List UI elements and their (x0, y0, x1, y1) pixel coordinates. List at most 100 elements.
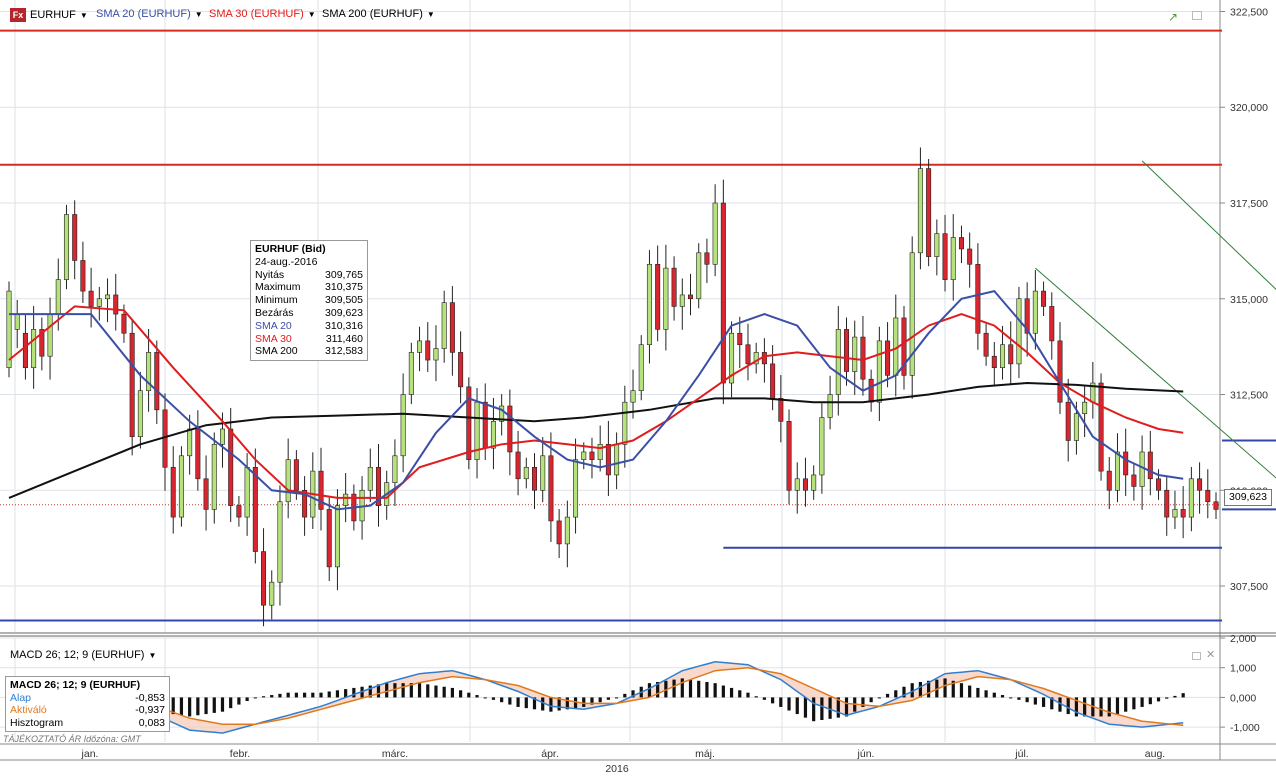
tooltip-label: Nyitás (255, 268, 285, 281)
tooltip-value: 310,375 (325, 281, 363, 294)
candle-body (630, 390, 636, 403)
macd-histogram-bar (1000, 695, 1005, 698)
macd-histogram-bar (294, 692, 298, 698)
candle-body (1008, 344, 1014, 365)
sma200-label: SMA 200 (EURHUF) (322, 8, 423, 20)
candle-body (704, 252, 710, 265)
macd-y-tick-label: 0,000 (1230, 692, 1256, 704)
macd-histogram-bar (861, 697, 865, 707)
tooltip-value: 309,505 (325, 294, 363, 307)
macd-histogram-bar (188, 697, 192, 717)
candle-body (408, 352, 414, 395)
macd-histogram-bar (491, 697, 496, 700)
candle-body (1123, 451, 1129, 476)
macd-signal-line (9, 666, 1184, 727)
candle-body (1131, 474, 1137, 487)
trendline (1035, 267, 1276, 479)
sma200-menu[interactable]: SMA 200 (EURHUF) ▼ (322, 8, 435, 20)
candle-body (490, 421, 496, 449)
candle-body (458, 352, 464, 388)
candle-body (211, 444, 217, 510)
macd-histogram-bar (426, 684, 430, 698)
macd-histogram-bar (1066, 697, 1070, 715)
candle-body (696, 252, 702, 300)
candle-body (770, 363, 776, 399)
restore-icon[interactable] (1192, 11, 1202, 20)
candle-body (343, 493, 349, 506)
macd-histogram-bar (582, 697, 586, 707)
macd-histogram-bar (1107, 697, 1111, 717)
candle-body (293, 459, 299, 491)
macd-histogram-bar (434, 685, 438, 698)
candle-body (146, 352, 152, 391)
macd-histogram-bar (409, 683, 413, 698)
sma30-menu[interactable]: SMA 30 (EURHUF) ▼ (209, 8, 316, 20)
candle-body (1024, 298, 1030, 334)
tooltip-label: Maximum (255, 281, 301, 294)
candle-body (121, 313, 127, 334)
macd-histogram-bar (746, 692, 750, 698)
macd-histogram-bar (1058, 697, 1062, 712)
x-month-label: jan. (81, 748, 99, 760)
macd-histogram-bar (812, 697, 816, 722)
macd-histogram-bar (1025, 697, 1029, 703)
y-tick-label: 320,000 (1230, 102, 1268, 114)
candle-body (31, 329, 37, 369)
chevron-down-icon: ▼ (194, 9, 203, 19)
macd-y-tick-label: -1,000 (1230, 722, 1260, 734)
restore-icon[interactable] (1192, 652, 1201, 660)
candle-body (1147, 451, 1153, 480)
macd-histogram-bar (516, 697, 520, 707)
candle-body (285, 459, 291, 503)
macd-histogram-bar (368, 685, 372, 698)
macd-histogram-bar (656, 681, 660, 698)
macd-histogram-bar (1041, 697, 1046, 707)
candle-body (926, 168, 932, 257)
macd-histogram-bar (549, 697, 553, 712)
symbol-menu[interactable]: Fx EURHUF ▼ (10, 8, 88, 22)
candle-body (425, 340, 431, 361)
candle-body (1082, 401, 1088, 414)
macd-menu[interactable]: MACD 26; 12; 9 (EURHUF) ▼ (10, 649, 156, 661)
macd-histogram-bar (598, 697, 602, 703)
candle-body (1032, 290, 1038, 334)
macd-histogram-bar (1156, 697, 1161, 702)
macd-histogram-bar (1148, 697, 1152, 705)
macd-row-value: -0,853 (135, 691, 165, 704)
macd-histogram-bar (229, 697, 233, 709)
sma20-menu[interactable]: SMA 20 (EURHUF) ▼ (96, 8, 203, 20)
candle-body (581, 451, 587, 460)
macd-histogram-bar (475, 695, 479, 698)
tooltip-date: 24-aug.-2016 (255, 255, 318, 268)
close-icon[interactable]: ✕ (1206, 649, 1216, 661)
x-month-label: ápr. (541, 748, 559, 760)
macd-histogram-bar (1017, 697, 1021, 700)
macd-histogram-bar (721, 685, 725, 698)
candle-body (178, 455, 184, 518)
macd-row-label: Alap (10, 691, 32, 704)
candle-body (983, 332, 989, 357)
macd-histogram-bar (877, 697, 881, 699)
macd-histogram-bar (450, 687, 454, 698)
macd-histogram-bar (204, 697, 208, 715)
candle-body (39, 329, 45, 357)
trend-icon[interactable]: ↗ (1168, 10, 1179, 24)
x-month-label: jún. (857, 748, 875, 760)
macd-histogram-bar (1115, 697, 1120, 715)
candle-body (737, 332, 743, 346)
candle-body (646, 263, 652, 346)
x-month-label: máj. (695, 748, 715, 760)
macd-histogram-bar (795, 697, 799, 715)
candle-body (991, 355, 997, 369)
macd-histogram-bar (220, 697, 225, 712)
sma200-line (8, 381, 1184, 499)
sma20-label: SMA 20 (EURHUF) (96, 8, 191, 20)
macd-histogram-bar (590, 697, 594, 705)
candle-body (958, 237, 964, 250)
macd-histogram-bar (697, 680, 701, 698)
macd-histogram-bar (541, 697, 545, 711)
macd-histogram-bar (212, 697, 216, 713)
macd-histogram-bar (557, 697, 561, 711)
candle-body (170, 466, 176, 518)
